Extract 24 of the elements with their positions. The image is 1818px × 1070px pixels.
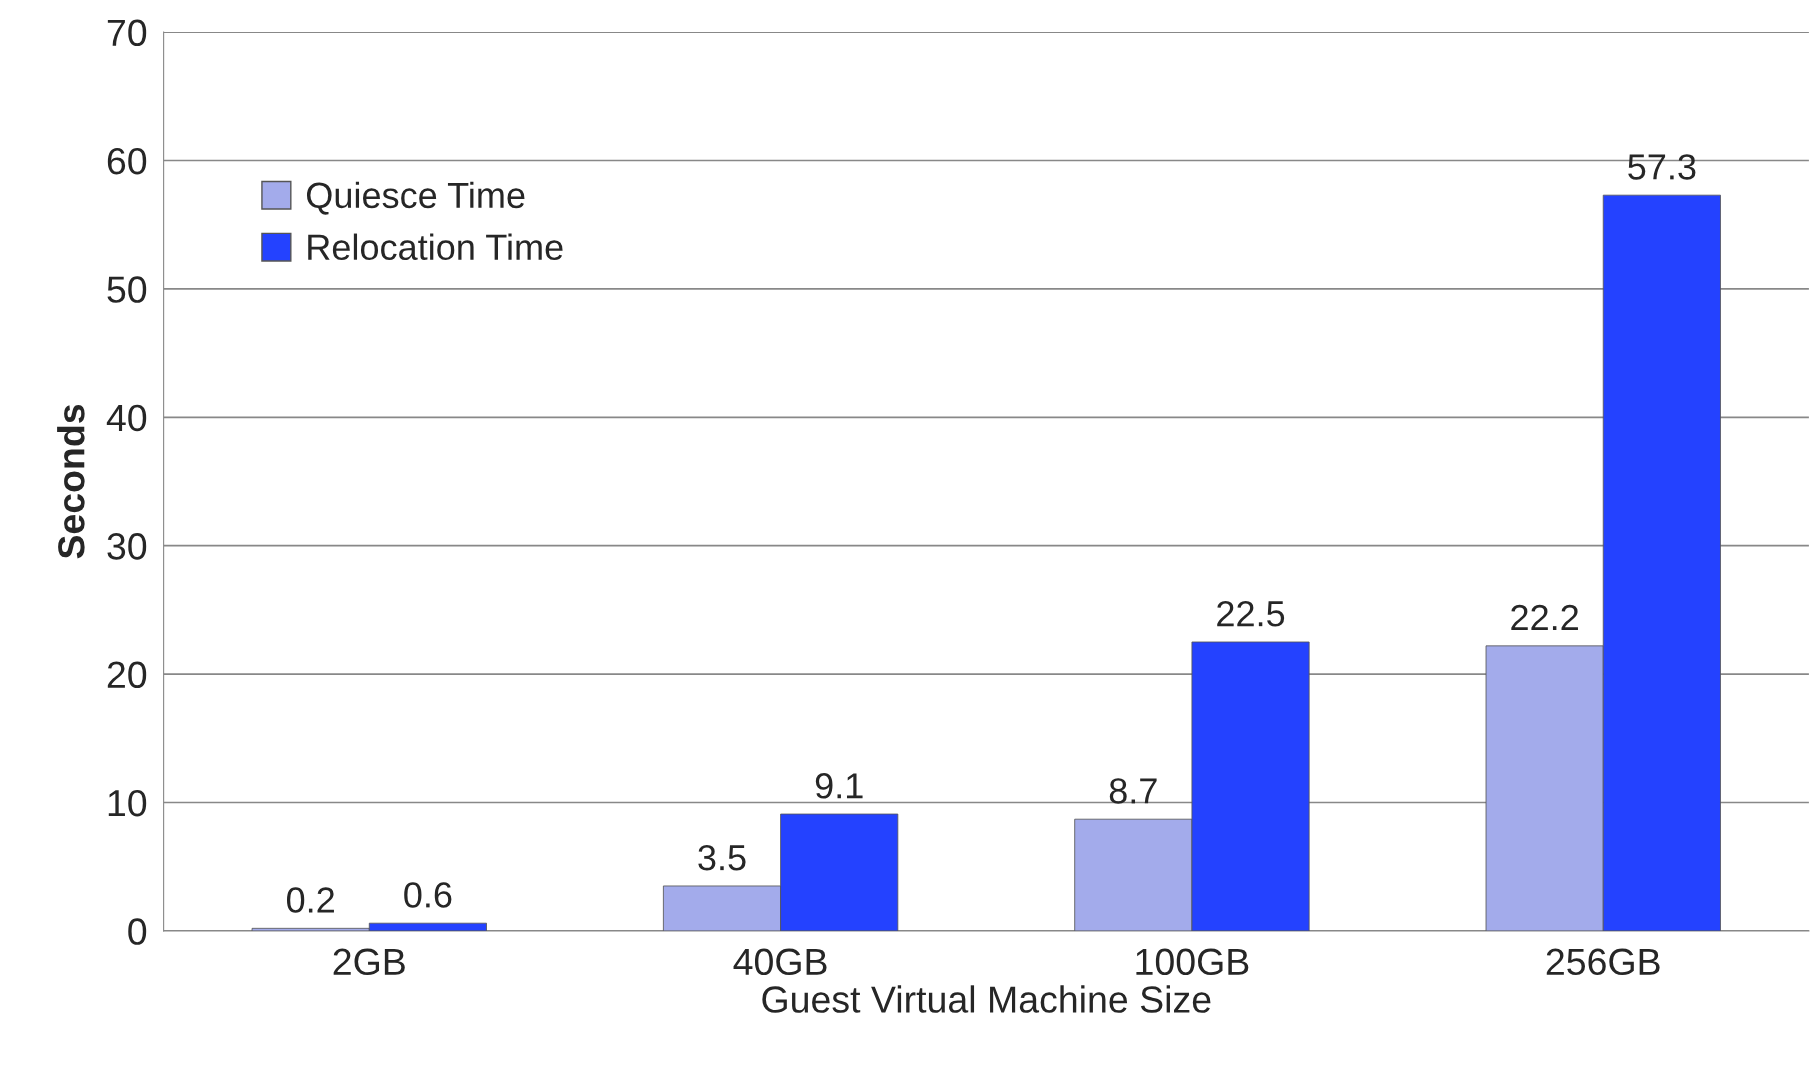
legend-label: Relocation Time <box>308 233 563 261</box>
y-tick-label: 20 <box>107 661 147 689</box>
x-tick-label: 2GB <box>333 948 405 976</box>
y-tick-label: 0 <box>128 918 147 945</box>
data-label: 57.3 <box>1628 154 1696 180</box>
data-label: 8.7 <box>1109 778 1157 804</box>
x-tick-label: 100GB <box>1136 948 1249 976</box>
y-tick-label: 70 <box>107 19 147 47</box>
data-label: 0.6 <box>404 882 452 908</box>
x-axis-title: Guest Virtual Machine Size <box>762 985 1211 1013</box>
y-tick-label: 30 <box>107 533 147 560</box>
legend-label: Quiesce Time <box>306 181 525 215</box>
data-label: 3.5 <box>698 844 746 871</box>
y-tick-label: 10 <box>108 789 147 817</box>
x-tick-label: 256GB <box>1546 948 1660 976</box>
data-label: 22.2 <box>1511 604 1578 631</box>
x-tick-label: 40GB <box>733 948 827 976</box>
y-tick-label: 60 <box>107 147 147 175</box>
data-label: 0.2 <box>286 887 334 913</box>
data-label: 9.1 <box>815 773 863 799</box>
data-label: 22.5 <box>1217 600 1285 627</box>
y-axis-title: Seconds <box>57 404 85 559</box>
y-tick-label: 50 <box>107 276 147 303</box>
y-tick-label: 40 <box>106 404 147 432</box>
